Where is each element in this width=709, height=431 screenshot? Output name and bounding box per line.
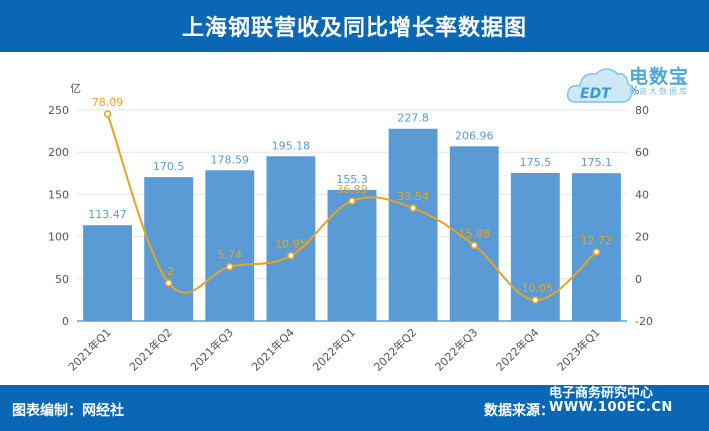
bar-value-label: 227.8 — [397, 112, 429, 125]
y-tick-label: 250 — [48, 104, 69, 117]
line-value-label: 33.54 — [397, 190, 429, 203]
y-axis-label: 亿 — [70, 82, 81, 95]
x-tick-label: 2022年Q4 — [493, 325, 542, 374]
line-value-label: 15.88 — [458, 227, 490, 240]
bar-value-label: 178.59 — [211, 153, 250, 166]
x-tick-label: 2021年Q3 — [187, 325, 236, 374]
bar-value-label: 175.5 — [520, 156, 552, 169]
x-tick-label: 2023年Q1 — [554, 325, 603, 374]
footer-compiler: 图表编制：网经社 — [12, 403, 124, 419]
y-tick-label: 0 — [62, 315, 69, 328]
line-point — [531, 296, 540, 304]
y-right-tick-label: 80 — [635, 104, 649, 117]
bar — [572, 173, 621, 321]
line-point — [348, 197, 356, 205]
line-point — [592, 248, 601, 256]
y-tick-label: 200 — [48, 146, 69, 159]
x-tick-label: 2022年Q1 — [310, 325, 359, 374]
line-value-label: -2 — [163, 265, 174, 278]
y-right-tick-label: 40 — [635, 188, 649, 201]
edt-logo-icon: EDT — [566, 68, 634, 103]
bar-value-label: 175.1 — [581, 156, 613, 169]
line-value-label: 36.89 — [336, 183, 368, 196]
bar — [327, 189, 377, 321]
bar — [144, 177, 194, 321]
line-point — [409, 204, 417, 212]
y-right-tick-label: -20 — [635, 315, 653, 328]
x-tick-label: 2021年Q4 — [248, 325, 297, 374]
line-point — [103, 110, 112, 118]
y-right-tick-label: 0 — [635, 273, 642, 286]
line-value-label: -10.05 — [518, 282, 553, 295]
bar-value-label: 113.47 — [88, 208, 127, 221]
logo-text: 电数宝 — [629, 66, 690, 88]
line-value-label: 5.74 — [218, 249, 243, 262]
page-title: 上海钢联营收及同比增长率数据图 — [0, 0, 709, 52]
watermark-line2: WWW.100EC.CN — [549, 400, 673, 415]
bar-value-label: 170.5 — [153, 160, 185, 173]
logo-subtitle: 电商大数据库 — [629, 87, 689, 96]
bar — [388, 128, 438, 321]
footer: 图表编制：网经社 数据来源： — [0, 385, 709, 431]
footer-source: 数据来源： — [484, 403, 554, 419]
line-value-label: 10.95 — [275, 238, 307, 251]
y-right-axis-label: % — [629, 84, 639, 97]
y-tick-label: 150 — [48, 188, 69, 201]
x-tick-label: 2021年Q2 — [126, 325, 175, 374]
logo-badge: EDT — [580, 86, 612, 102]
watermark-line1: 电子商务研究中心 — [549, 386, 654, 401]
bar-value-label: 206.96 — [455, 129, 494, 142]
bar-value-label: 195.18 — [272, 139, 311, 152]
line-value-label: 78.09 — [92, 96, 124, 109]
line-point — [470, 241, 478, 250]
chart-area: 0 50 100 150 200 250 -20 0 20 40 60 80 亿% 113.47 170.5… — [0, 52, 709, 385]
line-point — [287, 251, 295, 260]
bar — [83, 225, 132, 321]
bar — [266, 156, 316, 321]
line-point — [226, 262, 234, 271]
line-value-label: 12.72 — [581, 234, 613, 247]
y-right-tick-label: 20 — [635, 231, 649, 244]
y-tick-label: 50 — [55, 273, 69, 286]
x-tick-label: 2021年Q1 — [65, 325, 114, 374]
line-point — [164, 279, 173, 287]
bar-value-label: 155.3 — [336, 173, 368, 186]
y-tick-label: 100 — [48, 231, 69, 244]
revenue-growth-chart: 0 50 100 150 200 250 -20 0 20 40 60 80 亿 % 113.47 170.5… — [48, 82, 653, 374]
y-right-tick-label: 60 — [635, 146, 649, 159]
x-tick-label: 2022年Q2 — [371, 325, 420, 374]
bar — [205, 170, 255, 321]
watermark: 电子商务研究中心 WWW.100EC.CN — [549, 387, 673, 415]
x-tick-label: 2022年Q3 — [432, 325, 481, 374]
